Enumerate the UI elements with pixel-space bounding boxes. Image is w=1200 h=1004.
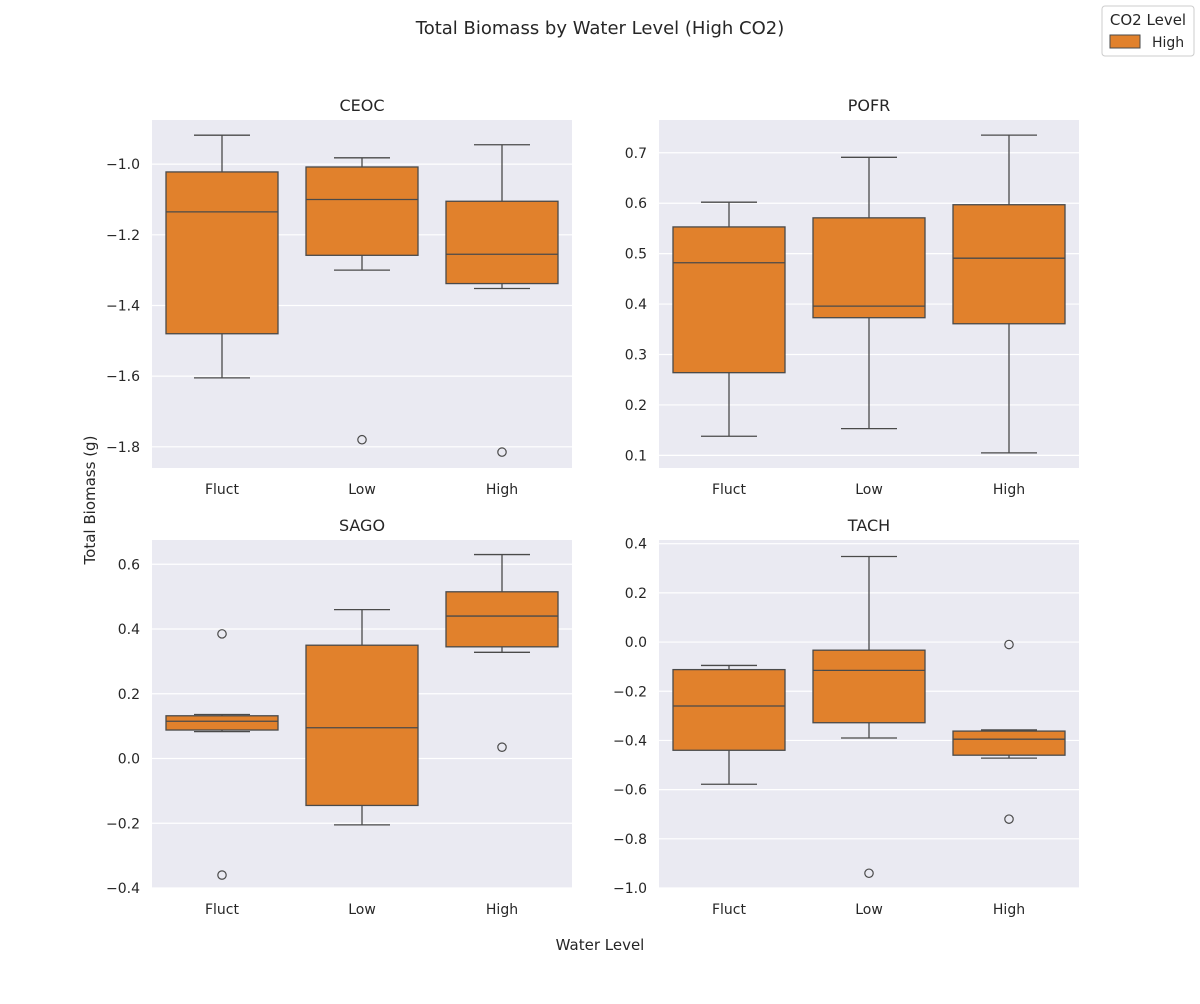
box-body [672, 226, 786, 374]
y-tick-label: −0.4 [106, 881, 140, 897]
outlier-point [1004, 814, 1014, 824]
x-tick-label: Low [855, 902, 883, 918]
y-tick-label: 0.2 [625, 586, 647, 602]
box-body [305, 166, 419, 256]
y-tick-label: 0.0 [625, 635, 647, 651]
subplot-title-ceoc: CEOC [339, 96, 384, 115]
outlier-point [497, 742, 507, 752]
box-body [305, 644, 419, 807]
y-tick-label: −0.2 [106, 816, 140, 832]
box-pofr-low [812, 156, 926, 430]
box-tach-fluct [672, 664, 786, 785]
box-ceoc-low [305, 157, 419, 445]
box-body [952, 204, 1066, 325]
x-tick-label: Low [855, 482, 883, 498]
y-tick-label: −1.6 [106, 369, 140, 385]
box-body [812, 217, 926, 319]
x-axis-label: Water Level [556, 936, 645, 954]
box-tach-low [812, 555, 926, 879]
subplot-title-pofr: POFR [848, 96, 891, 115]
y-tick-label: −1.8 [106, 440, 140, 456]
outlier-point [864, 868, 874, 879]
y-tick-label: 0.4 [118, 622, 140, 638]
box-body [952, 730, 1066, 756]
subplot-title-tach: TACH [847, 516, 890, 535]
y-tick-label: 0.2 [625, 398, 647, 414]
y-tick-label: −0.2 [613, 684, 647, 700]
x-tick-label: Fluct [205, 902, 240, 918]
outlier-point [357, 434, 367, 445]
y-tick-label: 0.4 [625, 537, 647, 553]
y-tick-label: −1.4 [106, 298, 140, 314]
box-sago-low [305, 608, 419, 826]
box-body [445, 591, 559, 648]
y-tick-label: −0.6 [613, 783, 647, 799]
box-sago-fluct [165, 629, 279, 880]
box-ceoc-high [445, 144, 559, 457]
box-body [165, 171, 279, 335]
y-tick-label: 0.7 [625, 146, 647, 162]
legend-swatch-high [1109, 34, 1141, 49]
y-tick-label: 0.4 [625, 297, 647, 313]
x-tick-label: Fluct [205, 482, 240, 498]
subplot-title-sago: SAGO [339, 516, 385, 535]
y-tick-label: −1.2 [106, 228, 140, 244]
legend-title: CO2 Level [1110, 11, 1186, 29]
box-pofr-fluct [672, 201, 786, 437]
y-tick-label: 0.6 [118, 557, 140, 573]
y-tick-label: 0.3 [625, 348, 647, 364]
x-tick-label: Fluct [712, 482, 747, 498]
y-tick-label: −1.0 [613, 881, 647, 897]
box-body [445, 200, 559, 285]
subplot-tach: −1.0 −0.8 −0.6 −0.4 −0.2 0.0 0.2 0.4 TACH Fluct Lo… [613, 516, 1079, 918]
x-tick-label: High [993, 902, 1025, 918]
outlier-point [1004, 639, 1014, 650]
x-tick-label: Low [348, 482, 376, 498]
outlier-point [497, 447, 507, 457]
box-body [672, 668, 786, 751]
x-tick-label: High [486, 902, 518, 918]
legend: CO2 Level High [1101, 5, 1195, 57]
x-tick-label: Fluct [712, 902, 747, 918]
y-tick-label: 0.0 [118, 752, 140, 768]
subplot-ceoc: −1.8 −1.6 −1.4 −1.2 −1.0 CEOC Fluct Low High [106, 96, 572, 498]
subplot-sago: −0.4 −0.2 0.0 0.2 0.4 0.6 SAGO Fluct Low High [106, 516, 572, 918]
box-tach-high [952, 639, 1066, 824]
box-ceoc-fluct [165, 134, 279, 379]
y-tick-label: −0.8 [613, 832, 647, 848]
subplot-pofr: 0.1 0.2 0.3 0.4 0.5 0.6 0.7 POFR Fluct Low High [625, 96, 1079, 498]
y-tick-label: 0.1 [625, 448, 647, 464]
outlier-point [217, 629, 227, 639]
y-tick-label: 0.5 [625, 247, 647, 263]
y-tick-label: −0.4 [613, 733, 647, 749]
x-tick-label: High [993, 482, 1025, 498]
figure-title: Total Biomass by Water Level (High CO2) [415, 18, 784, 39]
y-tick-label: −1.0 [106, 157, 140, 173]
y-tick-label: 0.2 [118, 687, 140, 703]
box-body [812, 649, 926, 724]
box-pofr-high [952, 134, 1066, 454]
x-tick-label: High [486, 482, 518, 498]
y-tick-label: 0.6 [625, 196, 647, 212]
legend-entry-high: High [1152, 35, 1184, 51]
x-tick-label: Low [348, 902, 376, 918]
y-axis-label: Total Biomass (g) [81, 436, 99, 566]
box-sago-high [445, 553, 559, 752]
box-body [165, 715, 279, 731]
outlier-point [217, 870, 227, 880]
